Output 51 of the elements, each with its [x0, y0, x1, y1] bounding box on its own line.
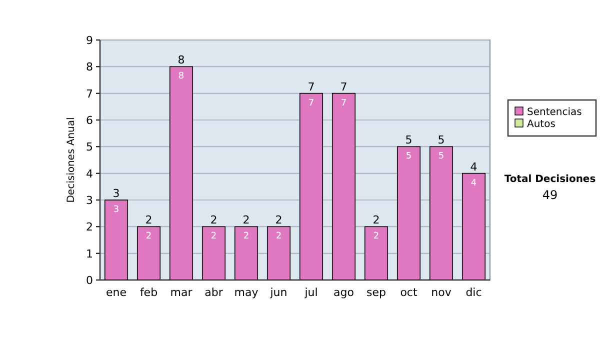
data-label: 3: [113, 205, 120, 215]
x-tick-label: mar: [170, 286, 193, 299]
text: 49: [542, 188, 558, 202]
data-label: 2: [243, 232, 250, 242]
data-label: 7: [340, 98, 347, 108]
x-tick-label: ago: [334, 286, 354, 299]
y-tick-label: 5: [86, 140, 93, 154]
total-label: 7: [340, 80, 348, 94]
data-label: 7: [308, 98, 314, 108]
x-tick-label: may: [234, 286, 259, 299]
y-tick-label: 0: [86, 274, 93, 287]
data-label: 2: [373, 232, 380, 242]
total-label: 3: [112, 187, 120, 200]
x-tick-label: sep: [366, 286, 386, 299]
total-label: 5: [438, 134, 445, 147]
total-label: 8: [178, 54, 185, 67]
text: Total Decisiones: [504, 174, 596, 185]
total-label: 2: [145, 214, 152, 227]
data-label: 2: [146, 232, 152, 242]
x-tick-label: abr: [204, 286, 224, 299]
legend-label: Autos: [527, 119, 556, 130]
x-tick-label: jun: [269, 286, 288, 299]
y-tick-label: 8: [86, 60, 93, 74]
y-tick-label: 2: [86, 220, 93, 234]
y-tick-label: 6: [86, 114, 93, 127]
total-label: 2: [275, 214, 282, 227]
total-label: 2: [210, 214, 218, 227]
total-label: 5: [405, 134, 412, 147]
data-label: 5: [406, 152, 412, 162]
y-tick-label: 1: [86, 247, 93, 260]
x-tick-label: ene: [106, 286, 127, 299]
y-tick-label: 3: [86, 194, 93, 207]
y-tick-label: 7: [86, 87, 93, 100]
y-tick-label: 9: [86, 34, 93, 47]
data-label: 2: [210, 232, 217, 242]
x-tick-label: dic: [466, 286, 482, 299]
data-label: 5: [438, 152, 444, 162]
y-tick-label: 4: [86, 167, 93, 180]
x-tick-label: jul: [304, 286, 318, 299]
total-label: 7: [308, 80, 315, 94]
total-label: 4: [470, 160, 478, 174]
total-label: 2: [242, 214, 250, 227]
data-label: 8: [178, 72, 184, 82]
legend-label: Sentencias: [527, 107, 582, 118]
y-axis-title: Decisiones Anual: [66, 117, 77, 203]
x-tick-label: oct: [400, 286, 418, 299]
data-label: 4: [470, 178, 477, 188]
data-label: 2: [276, 232, 282, 242]
total-label: 2: [372, 214, 380, 227]
x-tick-label: feb: [140, 286, 158, 299]
x-tick-label: nov: [431, 286, 452, 299]
